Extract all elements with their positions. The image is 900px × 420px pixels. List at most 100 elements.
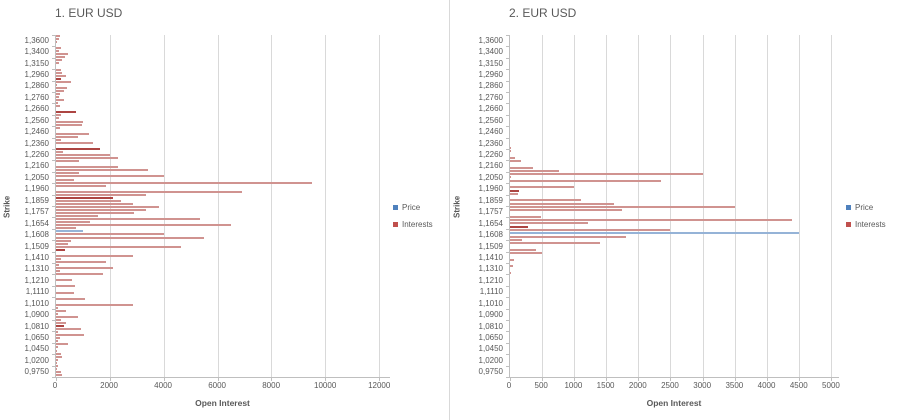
y-tick-mark [506,342,509,344]
y-tick-mark [52,137,55,139]
y-tick-mark [506,297,509,299]
strike-label: 1,1410 [478,252,503,262]
interest-bar [56,196,114,199]
interest-bar [56,209,146,212]
chart-panel-eur-usd-1[interactable]: 1. EUR USD Strike 1,3600 1,3400 1,3150 1,29… [0,0,449,420]
y-tick-mark [506,251,509,253]
interest-bar [56,358,59,361]
interest-bar [510,225,528,228]
x-tick-mark [379,378,381,381]
interest-bar [56,257,62,260]
interest-bar [56,285,75,288]
interest-bar [56,117,59,120]
strike-label: 1,2560 [24,115,49,125]
x-tick-label: 500 [534,381,548,390]
interest-bar [56,59,63,62]
y-tick-mark [506,69,509,71]
strike-label: 1,3600 [24,35,49,45]
interest-bar [510,166,534,169]
strike-label: 1,2260 [24,150,49,160]
y-tick-mark [506,377,509,378]
y-tick-mark [506,217,509,219]
strike-label: 1,0810 [24,321,49,331]
x-tick-mark [271,378,273,381]
y-tick-mark [52,80,55,82]
interest-bar [56,80,72,83]
y-tick-mark [506,206,509,207]
y-tick-mark [52,69,55,71]
strike-label: 1,0200 [24,355,49,365]
strike-label: 1,1654 [478,218,503,228]
interest-bar [56,322,66,325]
interest-bar [56,175,164,178]
strike-label: 1,0900 [24,310,49,320]
interest-bar [56,50,60,53]
gridline [798,35,800,377]
interest-bar [56,120,83,123]
strike-label: 1,2360 [24,138,49,148]
interest-bar [510,159,522,162]
strike-label: 1,2660 [24,104,49,114]
interest-bar [56,41,58,44]
strike-label: 0,9750 [24,367,49,377]
interest-bar [510,229,671,232]
strike-label: 1,2760 [24,92,49,102]
y-tick-mark [506,80,509,82]
interest-bar [56,68,61,71]
x-tick-label: 8000 [262,381,281,390]
legend-marker-interests [846,222,851,227]
interest-bar [56,315,78,318]
legend-marker-price [846,205,851,210]
strike-label: 1,2050 [24,172,49,182]
x-tick-label: 6000 [208,381,226,390]
chart-panel-eur-usd-2[interactable]: 2. EUR USD Strike 1,3600 1,3400 1,3150 1,29… [449,0,900,420]
x-tick-label: 12000 [368,381,391,390]
interest-bar [56,74,66,77]
interest-bar [56,318,61,321]
interest-bar [56,160,79,163]
interest-bar [56,361,58,364]
interest-bar [510,206,735,208]
strike-label: 1,1608 [24,230,49,240]
interest-bar [56,337,61,340]
interest-bar [56,364,58,367]
plot-area [52,35,390,381]
strike-label: 1,0450 [478,344,503,354]
strike-label: 0,9750 [478,367,503,377]
strike-label: 1,2860 [478,81,503,91]
y-tick-mark [506,92,509,93]
strike-label: 1,2860 [24,81,49,91]
y-tick-mark [52,365,55,367]
interest-bar [56,297,86,300]
x-tick-mark [766,378,768,381]
gridline [830,35,832,377]
y-tick-mark [52,308,55,310]
interest-bar [510,169,560,172]
y-tick-mark [52,103,55,105]
x-axis-title: Open Interest [195,398,250,408]
y-tick-mark [506,57,509,59]
x-tick-label: 4000 [154,381,172,390]
x-tick-label: 3500 [725,381,744,390]
y-tick-mark [52,206,55,207]
interest-bar [56,236,205,239]
strike-label: 1,3400 [24,47,49,57]
interest-bar [56,373,63,376]
interest-bar [56,270,60,273]
y-tick-mark [506,354,509,356]
interest-bar [56,306,58,309]
interest-bar [56,215,98,218]
y-tick-mark [506,274,509,276]
x-tick-label: 3000 [693,381,712,390]
y-tick-mark [506,285,509,287]
interest-bar [56,169,148,172]
y-tick-mark [52,217,55,219]
strike-label: 1,0650 [478,332,503,342]
interest-bar [56,71,63,74]
y-tick-mark [52,274,55,276]
y-tick-mark [506,365,509,367]
interest-bar [56,35,61,37]
y-tick-mark [52,57,55,59]
interest-bar [56,114,62,117]
legend-item: Interests [393,220,433,229]
